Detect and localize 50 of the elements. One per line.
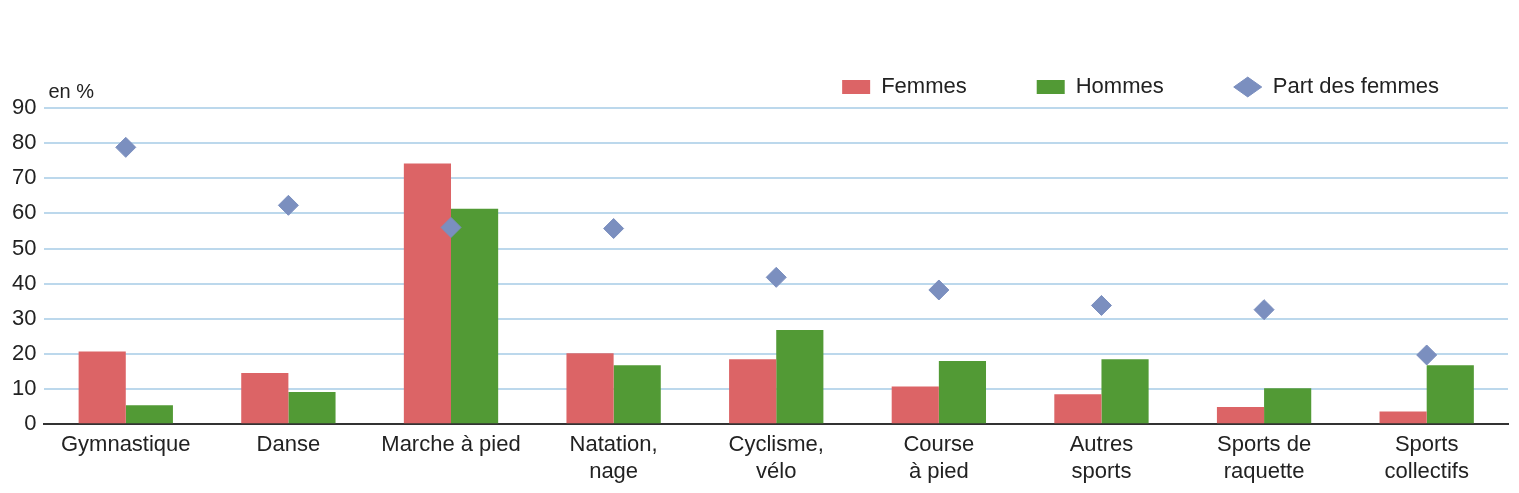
x-tick-label: Marche à pied bbox=[381, 431, 521, 457]
x-tick-label: Course à pied bbox=[903, 431, 975, 483]
x-tick-label: Autres sports bbox=[1069, 431, 1134, 483]
bar bbox=[1426, 365, 1474, 424]
point bbox=[603, 218, 625, 240]
point bbox=[765, 266, 787, 288]
legend-label: Hommes bbox=[1075, 73, 1164, 99]
point bbox=[928, 279, 950, 301]
bar bbox=[125, 405, 173, 424]
bar bbox=[1264, 388, 1312, 424]
x-tick-label: Cyclisme, vélo bbox=[728, 431, 824, 483]
y-axis-title: en % bbox=[48, 79, 95, 102]
y-tick-label: 0 bbox=[24, 410, 37, 436]
x-tick-label: Sports de raquette bbox=[1216, 431, 1312, 483]
bar bbox=[729, 359, 777, 424]
bar bbox=[288, 391, 336, 424]
x-tick-label: Sports collectifs bbox=[1384, 431, 1469, 483]
point bbox=[440, 216, 462, 238]
y-tick-label: 60 bbox=[11, 199, 37, 225]
bar bbox=[776, 330, 824, 424]
point bbox=[1253, 299, 1275, 321]
y-tick-label: 30 bbox=[11, 304, 37, 330]
bar bbox=[451, 208, 499, 424]
bar bbox=[241, 372, 289, 424]
bar bbox=[78, 351, 126, 424]
bar bbox=[613, 365, 661, 424]
legend-label: Femmes bbox=[881, 73, 967, 99]
point bbox=[1090, 294, 1112, 316]
y-tick-label: 50 bbox=[11, 234, 37, 260]
bar bbox=[891, 386, 939, 424]
bar bbox=[566, 353, 614, 424]
y-tick-label: 40 bbox=[11, 269, 37, 295]
y-tick-label: 10 bbox=[11, 375, 37, 401]
point bbox=[1416, 344, 1438, 366]
point bbox=[277, 194, 299, 216]
legend-label: Part des femmes bbox=[1272, 73, 1439, 99]
x-tick-label: Gymnastique bbox=[60, 431, 191, 457]
bar bbox=[1054, 394, 1102, 424]
y-tick-label: 70 bbox=[11, 164, 37, 190]
bar bbox=[1379, 411, 1427, 424]
bar bbox=[1216, 406, 1265, 424]
x-tick-label: Natation, nage bbox=[569, 431, 658, 483]
bar bbox=[403, 163, 452, 424]
x-tick-label: Danse bbox=[256, 431, 321, 457]
y-tick-label: 90 bbox=[11, 94, 37, 120]
bar bbox=[1101, 359, 1149, 424]
bar bbox=[938, 360, 987, 424]
point bbox=[115, 136, 137, 158]
y-tick-label: 80 bbox=[11, 129, 37, 155]
y-tick-label: 20 bbox=[11, 340, 37, 365]
